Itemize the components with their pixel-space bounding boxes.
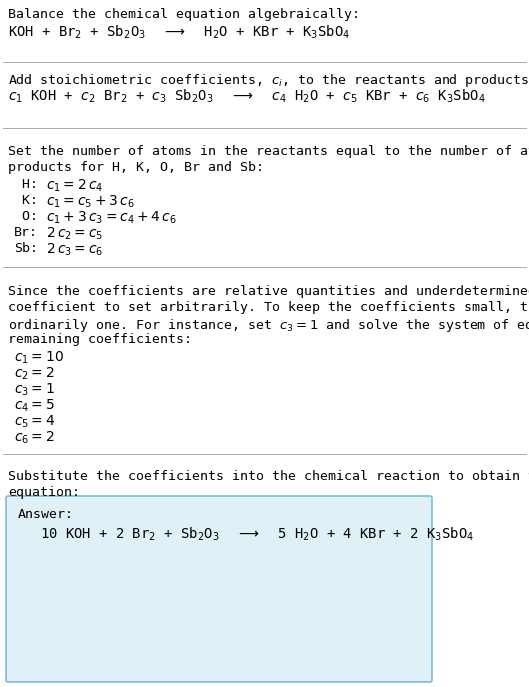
Text: $c_6 = 2$: $c_6 = 2$ <box>14 430 54 447</box>
Text: products for H, K, O, Br and Sb:: products for H, K, O, Br and Sb: <box>8 161 264 174</box>
Text: coefficient to set arbitrarily. To keep the coefficients small, the arbitrary va: coefficient to set arbitrarily. To keep … <box>8 301 529 314</box>
Text: remaining coefficients:: remaining coefficients: <box>8 333 192 346</box>
Text: $c_3 = 1$: $c_3 = 1$ <box>14 382 55 398</box>
FancyBboxPatch shape <box>6 496 432 682</box>
Text: O:: O: <box>14 210 38 223</box>
Text: Answer:: Answer: <box>18 508 74 521</box>
Text: Sb:: Sb: <box>14 242 38 255</box>
Text: $c_4 = 5$: $c_4 = 5$ <box>14 398 55 414</box>
Text: Set the number of atoms in the reactants equal to the number of atoms in the: Set the number of atoms in the reactants… <box>8 145 529 158</box>
Text: Balance the chemical equation algebraically:: Balance the chemical equation algebraica… <box>8 8 360 21</box>
Text: $c_1$ KOH + $c_2$ Br$_2$ + $c_3$ Sb$_2$O$_3$  $\longrightarrow$  $c_4$ H$_2$O + : $c_1$ KOH + $c_2$ Br$_2$ + $c_3$ Sb$_2$O… <box>8 88 486 105</box>
Text: $2\,c_3 = c_6$: $2\,c_3 = c_6$ <box>46 242 104 258</box>
Text: Since the coefficients are relative quantities and underdetermined, choose a: Since the coefficients are relative quan… <box>8 285 529 298</box>
Text: H:: H: <box>14 178 38 191</box>
Text: 10 KOH + 2 Br$_2$ + Sb$_2$O$_3$  $\longrightarrow$  5 H$_2$O + 4 KBr + 2 K$_3$Sb: 10 KOH + 2 Br$_2$ + Sb$_2$O$_3$ $\longri… <box>40 526 474 543</box>
Text: equation:: equation: <box>8 486 80 499</box>
Text: $c_1 = 2\,c_4$: $c_1 = 2\,c_4$ <box>46 178 104 194</box>
Text: KOH + Br$_2$ + Sb$_2$O$_3$  $\longrightarrow$  H$_2$O + KBr + K$_3$SbO$_4$: KOH + Br$_2$ + Sb$_2$O$_3$ $\longrightar… <box>8 24 350 41</box>
Text: $2\,c_2 = c_5$: $2\,c_2 = c_5$ <box>46 226 103 243</box>
Text: Add stoichiometric coefficients, $c_i$, to the reactants and products:: Add stoichiometric coefficients, $c_i$, … <box>8 72 529 89</box>
Text: $c_5 = 4$: $c_5 = 4$ <box>14 414 55 430</box>
Text: ordinarily one. For instance, set $c_3 = 1$ and solve the system of equations fo: ordinarily one. For instance, set $c_3 =… <box>8 317 529 334</box>
Text: $c_1 + 3\,c_3 = c_4 + 4\,c_6$: $c_1 + 3\,c_3 = c_4 + 4\,c_6$ <box>46 210 177 227</box>
Text: K:: K: <box>14 194 38 207</box>
Text: $c_2 = 2$: $c_2 = 2$ <box>14 366 54 383</box>
Text: Substitute the coefficients into the chemical reaction to obtain the balanced: Substitute the coefficients into the che… <box>8 470 529 483</box>
Text: Br:: Br: <box>14 226 38 239</box>
Text: $c_1 = 10$: $c_1 = 10$ <box>14 350 64 366</box>
Text: $c_1 = c_5 + 3\,c_6$: $c_1 = c_5 + 3\,c_6$ <box>46 194 135 210</box>
